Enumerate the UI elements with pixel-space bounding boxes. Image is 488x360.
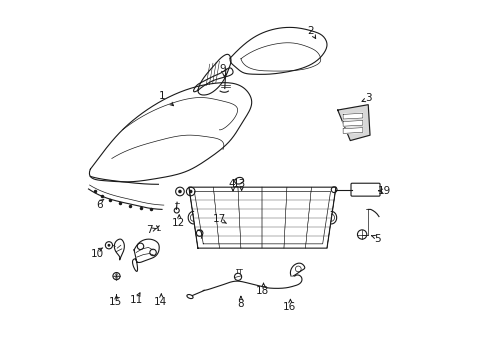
Text: 12: 12 (171, 218, 184, 228)
Text: 15: 15 (108, 297, 122, 307)
Text: 7: 7 (146, 225, 152, 235)
Text: 11: 11 (130, 295, 143, 305)
Text: 2: 2 (307, 26, 313, 36)
Text: 17: 17 (212, 215, 225, 224)
Polygon shape (343, 113, 362, 119)
Text: 10: 10 (91, 248, 104, 258)
Polygon shape (343, 128, 362, 134)
Polygon shape (337, 105, 369, 140)
Circle shape (107, 244, 110, 247)
Text: 1: 1 (159, 91, 165, 101)
Text: 3: 3 (364, 93, 371, 103)
Text: 18: 18 (255, 286, 268, 296)
Text: 5: 5 (373, 234, 380, 244)
Text: 16: 16 (282, 302, 295, 312)
Text: 4: 4 (228, 179, 235, 189)
Text: 9: 9 (219, 64, 226, 74)
Text: 8: 8 (237, 299, 244, 309)
Text: 13: 13 (232, 179, 245, 189)
Circle shape (178, 190, 182, 193)
Text: 14: 14 (153, 297, 166, 307)
Text: 6: 6 (96, 200, 102, 210)
Circle shape (188, 190, 192, 193)
Polygon shape (343, 121, 362, 126)
Text: 19: 19 (377, 186, 390, 196)
